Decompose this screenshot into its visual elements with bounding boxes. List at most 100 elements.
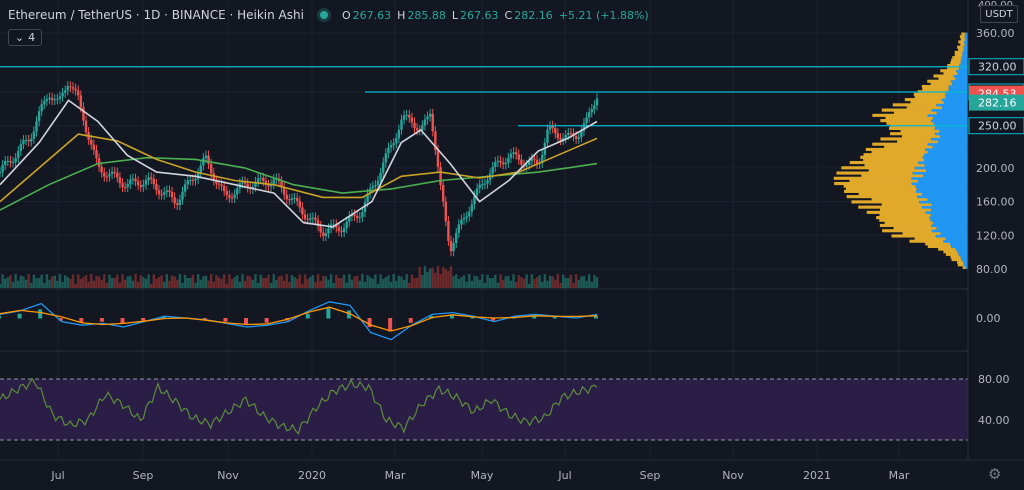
volume-profile-bar — [960, 61, 968, 65]
volume-bar — [147, 274, 150, 288]
close-value: 282.16 — [514, 8, 553, 22]
volume-bar — [535, 277, 539, 288]
level-badge-label: 250.00 — [978, 120, 1017, 133]
volume-bar — [371, 278, 374, 288]
candle-body — [45, 99, 49, 101]
volume-profile-bar — [916, 187, 968, 191]
candle-body — [449, 240, 453, 252]
time-axis[interactable]: Jul Sep Nov 2020 Mar May Jul Sep Nov 2021 Mar — [50, 469, 909, 482]
rsi-tick-label: 80.00 — [978, 373, 1010, 386]
volume-profile-bar — [957, 71, 968, 75]
candle-body — [11, 162, 15, 164]
volume-bar — [1, 274, 4, 288]
volume-bar — [22, 276, 25, 288]
macd-histogram-bar — [367, 318, 372, 328]
indicators-toggle[interactable]: ⌄ 4 — [8, 29, 42, 46]
volume-profile-bar — [933, 74, 954, 78]
volume-bar — [56, 280, 59, 288]
volume-bar — [181, 282, 184, 288]
market-status-icon — [319, 11, 328, 19]
candle-body — [494, 161, 497, 167]
candle-body — [178, 199, 182, 206]
volume-bar — [517, 275, 520, 288]
candle-body — [483, 183, 487, 185]
volume-bar — [593, 275, 596, 288]
volume-bar — [533, 278, 536, 288]
volume-bar — [538, 275, 541, 288]
volume-profile-bar — [961, 32, 966, 36]
volume-bar — [228, 274, 231, 288]
candle-body — [230, 197, 234, 199]
volume-bar — [126, 276, 129, 288]
candle-body — [413, 122, 416, 129]
candle-body — [282, 187, 286, 195]
candle-body — [361, 212, 364, 218]
horizontal-levels[interactable] — [0, 66, 968, 127]
price-axis[interactable]: 80.00120.00160.00200.00250.00290.00320.0… — [968, 0, 1024, 427]
candle-body — [499, 160, 502, 163]
volume-bar — [345, 282, 348, 288]
volume-bar — [27, 274, 30, 288]
candle-body — [79, 95, 83, 108]
volume-profile-bar — [965, 265, 968, 269]
volume-bar — [264, 277, 268, 288]
candle-body — [551, 125, 554, 129]
candle-body — [384, 153, 388, 163]
macd-histogram-bar — [326, 308, 331, 319]
volume-profile-bar — [943, 71, 958, 75]
volume-bar — [457, 278, 461, 288]
volume-bar — [121, 274, 124, 288]
candle-body — [191, 179, 195, 181]
candle-body — [439, 167, 442, 186]
volume-profile-bar — [914, 237, 946, 241]
volume-profile-bar — [959, 63, 968, 68]
volume-bar — [590, 281, 593, 288]
volume-bar — [69, 278, 72, 288]
candle-body — [363, 202, 367, 213]
macd-histogram-bar — [202, 318, 207, 320]
volume-bar — [82, 277, 85, 288]
volume-bar — [63, 275, 67, 288]
candle-body — [103, 172, 106, 177]
volume-bar — [368, 277, 372, 288]
volume-profile-bar — [948, 87, 968, 91]
candle-body — [355, 215, 359, 218]
macd-histogram-bar — [79, 318, 84, 323]
candle-body — [322, 232, 325, 237]
candle-body — [465, 216, 468, 219]
candle-body — [116, 172, 119, 178]
volume-bar — [246, 275, 249, 288]
volume-profile-bar — [951, 244, 968, 249]
candle-body — [405, 114, 408, 116]
volume-profile-bar — [879, 213, 931, 217]
volume-profile-bar — [957, 250, 968, 254]
candle-body — [423, 119, 427, 126]
volume-bar — [569, 274, 573, 288]
candle-body — [379, 172, 382, 181]
volume-profile-bar — [913, 92, 946, 96]
volume-profile-bar — [915, 189, 968, 193]
candle-body — [408, 114, 411, 118]
macd-histogram-bar — [532, 315, 537, 319]
candle-body — [150, 177, 153, 179]
volume-bar — [298, 274, 302, 288]
candle-body — [457, 224, 461, 233]
gear-icon[interactable]: ⚙ — [988, 465, 1002, 483]
candle-body — [567, 133, 570, 136]
volume-profile-bar — [921, 205, 968, 209]
volume-profile-bar — [921, 84, 949, 89]
symbol-title[interactable]: Ethereum / TetherUS · 1D · BINANCE · Hei… — [8, 8, 304, 22]
candle-body — [147, 177, 150, 180]
macd-histogram-bar — [594, 315, 598, 319]
candle-body — [71, 87, 75, 89]
candle-body — [431, 113, 434, 132]
volume-bar — [382, 278, 385, 288]
volume-bar — [53, 275, 56, 288]
volume-bar — [595, 277, 599, 288]
volume-bar — [160, 275, 163, 288]
volume-bar — [389, 281, 393, 288]
currency-label[interactable]: USDT — [980, 5, 1018, 23]
candle-body — [97, 158, 101, 167]
candle-body — [61, 92, 64, 97]
